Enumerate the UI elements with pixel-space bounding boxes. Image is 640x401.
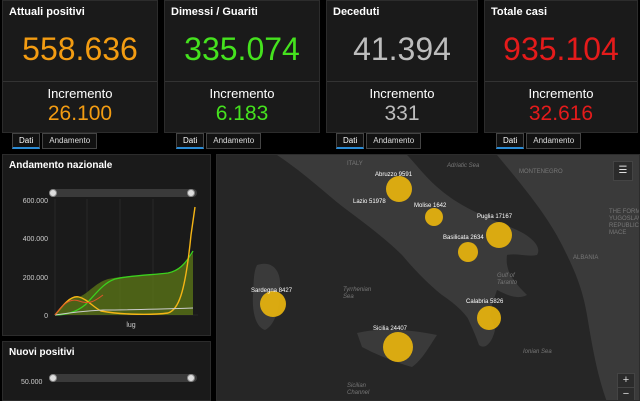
label-albania: ALBANIA (573, 255, 598, 261)
label-ionian: Ionian Sea (523, 349, 552, 355)
label-sardegna: Sardegna 8427 (251, 288, 293, 294)
tab-andamento[interactable]: Andamento (206, 133, 262, 149)
map-canvas: ITALY Adriatic Sea MONTENEGRO THE FORMEY… (217, 155, 640, 400)
tab-dati[interactable]: Dati (496, 133, 525, 149)
bubble-abruzzo[interactable] (386, 176, 412, 202)
x-axis-label: lug (126, 322, 135, 329)
card-divider (485, 81, 637, 82)
card-increment-value: 26.100 (47, 102, 113, 125)
card-increment-label: Incremento (209, 86, 275, 101)
italy-peninsula (277, 155, 539, 335)
y-tick-600k: 600.000 (23, 198, 48, 205)
card-attuali-positivi: Attuali positivi 558.636 Incremento 26.1… (2, 0, 158, 133)
new-positives-panel: Nuovi positivi 50.000 (2, 341, 211, 401)
y-tick-0: 0 (44, 313, 48, 320)
card-value: 935.104 (503, 31, 619, 67)
card-title: Deceduti (333, 6, 380, 18)
tab-andamento[interactable]: Andamento (42, 133, 98, 149)
label-molise: Molise 1642 (414, 203, 447, 209)
tab-dati[interactable]: Dati (12, 133, 41, 149)
label-fyrom: THE FORMEYUGOSLAVREPUBLICMACE (609, 209, 640, 236)
confirmed-area (55, 253, 193, 315)
tabbar-attuali: Dati Andamento (12, 133, 99, 149)
deaths-line (54, 307, 194, 316)
tab-dati[interactable]: Dati (176, 133, 205, 149)
zoom-out-button[interactable]: − (617, 387, 635, 400)
new-positives-slider-end-handle[interactable] (187, 374, 195, 382)
trend-panel-title: Andamento nazionale (9, 160, 113, 171)
card-dimessi-guariti: Dimessi / Guariti 335.074 Incremento 6.1… (164, 0, 320, 133)
new-positives-slider-start-handle[interactable] (49, 374, 57, 382)
positives-line (54, 206, 196, 316)
recovered-line (54, 250, 194, 316)
card-title: Totale casi (491, 6, 548, 18)
label-calabria: Calabria 5826 (466, 299, 504, 305)
card-increment-value: 32.616 (528, 102, 594, 125)
trend-panel: Andamento nazionale 600.000 400.000 200.… (2, 154, 211, 336)
new-positives-slider[interactable] (51, 374, 197, 382)
tabbar-guariti: Dati Andamento (176, 133, 263, 149)
card-divider (3, 81, 157, 82)
card-totale-casi: Totale casi 935.104 Incremento 32.616 (484, 0, 638, 133)
confirmed-edge-line (54, 294, 104, 316)
label-montenegro: MONTENEGRO (519, 169, 563, 175)
card-value: 335.074 (184, 31, 300, 67)
balkans-land (497, 155, 639, 400)
label-lazio: Lazio 51978 (353, 199, 386, 205)
label-italy: ITALY (347, 161, 363, 167)
tab-andamento[interactable]: Andamento (526, 133, 582, 149)
card-title: Attuali positivi (9, 6, 85, 18)
bubble-puglia[interactable] (486, 222, 512, 248)
legend-list-button[interactable]: ☰ (613, 161, 633, 181)
card-increment-value: 6.183 (215, 102, 269, 125)
tabbar-totale: Dati Andamento (496, 133, 583, 149)
zoom-in-button[interactable]: + (617, 373, 635, 389)
trend-chart: 600.000 400.000 200.000 0 lug (23, 198, 198, 329)
label-sicilian: Sicilian Channel (347, 383, 370, 396)
label-adriatic: Adriatic Sea (446, 163, 480, 169)
label-taranto: Gulf of Taranto (497, 273, 518, 286)
bubble-sicilia[interactable] (383, 332, 413, 362)
time-slider-end-handle[interactable] (187, 189, 195, 197)
time-slider-start-handle[interactable] (49, 189, 57, 197)
y-tick-400k: 400.000 (23, 236, 48, 243)
label-puglia: Puglia 17167 (477, 214, 513, 220)
label-sicilia: Sicilia 24407 (373, 326, 408, 332)
map[interactable]: ITALY Adriatic Sea MONTENEGRO THE FORMEY… (216, 154, 640, 401)
label-tyrrhenian: Tyrrhenian Sea (343, 287, 372, 300)
card-increment-label: Incremento (47, 86, 113, 101)
bubble-calabria[interactable] (477, 306, 501, 330)
label-abruzzo: Abruzzo 9591 (375, 172, 413, 178)
y-tick-200k: 200.000 (23, 275, 48, 282)
card-increment-value: 331 (384, 102, 420, 125)
card-increment-label: Incremento (528, 86, 594, 101)
tab-dati[interactable]: Dati (336, 133, 365, 149)
tab-andamento[interactable]: Andamento (366, 133, 422, 149)
card-increment-label: Incremento (369, 86, 435, 101)
card-value: 558.636 (22, 31, 138, 67)
bubble-molise[interactable] (425, 208, 443, 226)
card-value: 41.394 (353, 31, 451, 67)
card-deceduti: Deceduti 41.394 Incremento 331 (326, 0, 478, 133)
bubble-basilicata[interactable] (458, 242, 478, 262)
new-positives-title: Nuovi positivi (9, 347, 75, 358)
tabbar-deceduti: Dati Andamento (336, 133, 423, 149)
card-divider (165, 81, 319, 82)
card-title: Dimessi / Guariti (171, 6, 258, 18)
card-divider (327, 81, 477, 82)
region-bubbles (260, 176, 512, 362)
bubble-sardegna[interactable] (260, 291, 286, 317)
label-basilicata: Basilicata 2634 (443, 235, 484, 241)
y-tick-50k: 50.000 (21, 379, 43, 386)
time-slider[interactable] (51, 189, 197, 197)
